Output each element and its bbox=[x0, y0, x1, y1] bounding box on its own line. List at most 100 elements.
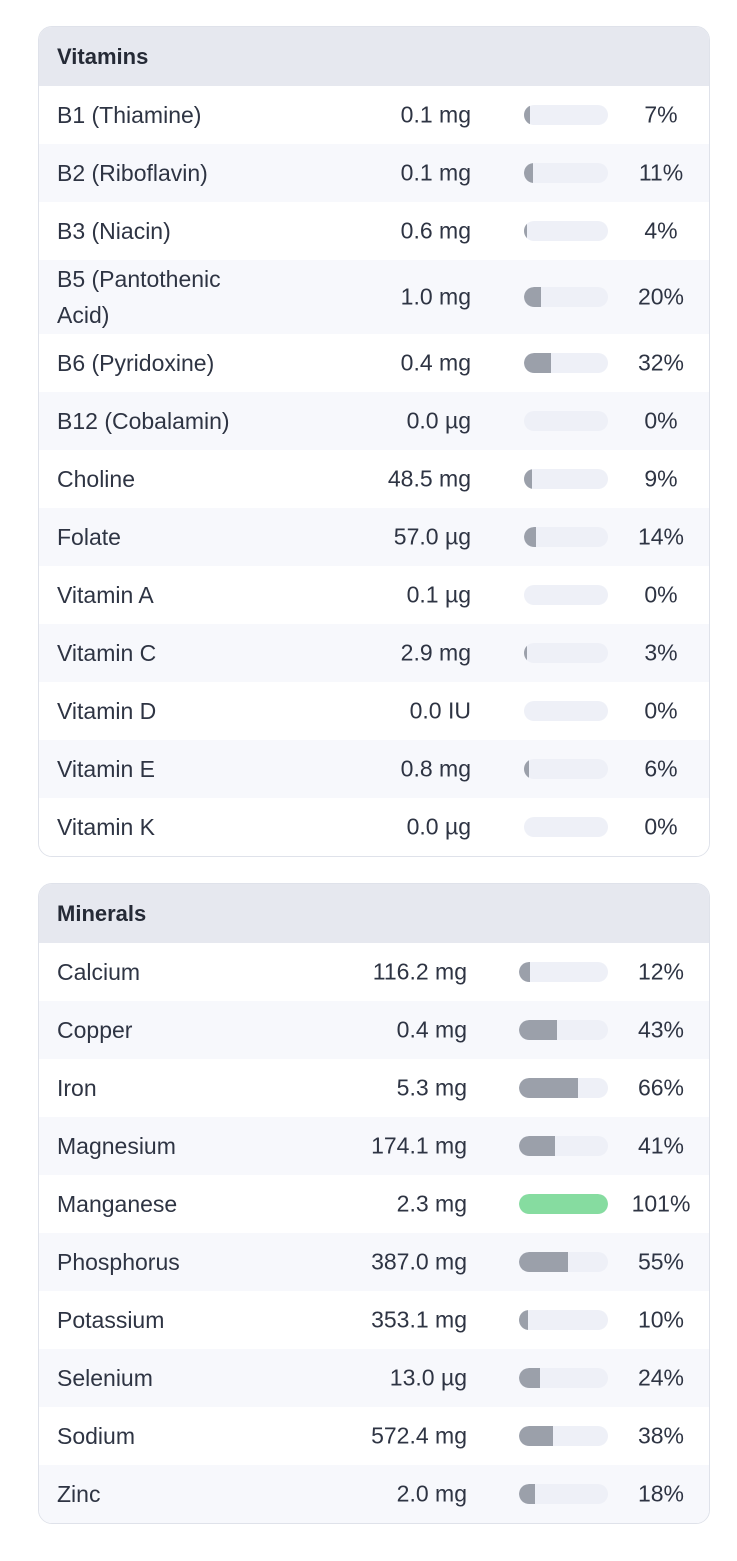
daily-value-percent: 7% bbox=[644, 101, 678, 128]
nutrient-row: Potassium 353.1 mg 10% bbox=[39, 1291, 709, 1349]
vitamins-card: Vitamins B1 (Thiamine) 0.1 mg 7% B2 (Ribofl… bbox=[38, 26, 710, 857]
progress-bar-fill bbox=[519, 962, 530, 982]
progress-bar bbox=[519, 962, 608, 982]
progress-bar bbox=[519, 1484, 608, 1504]
progress-bar bbox=[524, 527, 608, 547]
nutrient-row: B5 (Pantothenic Acid) 1.0 mg 20% bbox=[39, 260, 709, 334]
nutrient-amount: 13.0 µg bbox=[389, 1364, 467, 1391]
nutrient-amount: 57.0 µg bbox=[393, 523, 471, 550]
nutrient-name: B6 (Pyridoxine) bbox=[57, 350, 215, 376]
nutrient-row: Zinc 2.0 mg 18% bbox=[39, 1465, 709, 1523]
progress-bar bbox=[524, 759, 608, 779]
nutrient-amount: 0.1 µg bbox=[406, 581, 471, 608]
nutrient-name: Potassium bbox=[57, 1307, 165, 1333]
nutrient-row: Vitamin A 0.1 µg 0% bbox=[39, 566, 709, 624]
progress-bar bbox=[519, 1368, 608, 1388]
nutrient-row: Magnesium 174.1 mg 41% bbox=[39, 1117, 709, 1175]
progress-bar bbox=[524, 701, 608, 721]
nutrient-row: Copper 0.4 mg 43% bbox=[39, 1001, 709, 1059]
nutrient-amount: 353.1 mg bbox=[371, 1306, 467, 1333]
nutrient-name: Vitamin D bbox=[57, 698, 157, 724]
progress-bar bbox=[519, 1426, 608, 1446]
daily-value-percent: 38% bbox=[637, 1422, 685, 1449]
nutrient-row: Manganese 2.3 mg 101% bbox=[39, 1175, 709, 1233]
nutrient-row: Choline 48.5 mg 9% bbox=[39, 450, 709, 508]
daily-value-percent: 20% bbox=[637, 283, 685, 310]
nutrient-row: B2 (Riboflavin) 0.1 mg 11% bbox=[39, 144, 709, 202]
progress-bar-fill bbox=[519, 1136, 556, 1156]
nutrient-name: B5 (Pantothenic Acid) bbox=[57, 266, 221, 328]
nutrient-name: Folate bbox=[57, 524, 121, 550]
nutrient-name: Copper bbox=[57, 1017, 133, 1043]
progress-bar bbox=[519, 1078, 608, 1098]
progress-bar bbox=[519, 1310, 608, 1330]
nutrient-name: B2 (Riboflavin) bbox=[57, 160, 208, 186]
nutrient-name: Iron bbox=[57, 1075, 97, 1101]
daily-value-percent: 4% bbox=[644, 217, 678, 244]
nutrient-amount: 0.4 mg bbox=[400, 349, 471, 376]
nutrient-amount: 2.3 mg bbox=[396, 1190, 467, 1217]
nutrient-name: Vitamin C bbox=[57, 640, 157, 666]
nutrient-name: Phosphorus bbox=[57, 1249, 180, 1275]
nutrient-amount: 0.1 mg bbox=[400, 159, 471, 186]
vitamins-header: Vitamins bbox=[39, 27, 709, 86]
nutrient-row: B12 (Cobalamin) 0.0 µg 0% bbox=[39, 392, 709, 450]
daily-value-percent: 3% bbox=[644, 639, 678, 666]
progress-bar-fill bbox=[519, 1368, 541, 1388]
nutrient-name: Manganese bbox=[57, 1191, 178, 1217]
progress-bar bbox=[524, 411, 608, 431]
nutrient-row: B6 (Pyridoxine) 0.4 mg 32% bbox=[39, 334, 709, 392]
progress-bar bbox=[524, 221, 608, 241]
nutrient-amount: 0.0 IU bbox=[409, 697, 471, 724]
nutrient-amount: 2.0 mg bbox=[396, 1480, 467, 1507]
progress-bar bbox=[524, 643, 608, 663]
progress-bar bbox=[524, 287, 608, 307]
progress-bar bbox=[519, 1136, 608, 1156]
progress-bar bbox=[524, 163, 608, 183]
daily-value-percent: 66% bbox=[637, 1074, 685, 1101]
progress-bar bbox=[524, 817, 608, 837]
daily-value-percent: 32% bbox=[637, 349, 685, 376]
daily-value-percent: 10% bbox=[637, 1306, 685, 1333]
nutrient-row: Calcium 116.2 mg 12% bbox=[39, 943, 709, 1001]
progress-bar-fill bbox=[519, 1426, 553, 1446]
nutrient-amount: 1.0 mg bbox=[400, 283, 471, 310]
daily-value-percent: 101% bbox=[631, 1190, 691, 1217]
daily-value-percent: 43% bbox=[637, 1016, 685, 1043]
daily-value-percent: 14% bbox=[637, 523, 685, 550]
daily-value-percent: 11% bbox=[638, 159, 684, 186]
progress-bar-fill bbox=[519, 1020, 558, 1040]
progress-bar-fill bbox=[519, 1310, 528, 1330]
nutrient-name: B3 (Niacin) bbox=[57, 218, 171, 244]
daily-value-percent: 0% bbox=[644, 407, 678, 434]
progress-bar bbox=[519, 1020, 608, 1040]
nutrient-row: Vitamin K 0.0 µg 0% bbox=[39, 798, 709, 856]
progress-bar bbox=[519, 1194, 608, 1214]
nutrient-row: Vitamin C 2.9 mg 3% bbox=[39, 624, 709, 682]
daily-value-percent: 0% bbox=[644, 581, 678, 608]
nutrient-row: Sodium 572.4 mg 38% bbox=[39, 1407, 709, 1465]
nutrient-row: Vitamin E 0.8 mg 6% bbox=[39, 740, 709, 798]
nutrient-name: Magnesium bbox=[57, 1133, 176, 1159]
nutrient-name: B12 (Cobalamin) bbox=[57, 408, 230, 434]
nutrient-name: Calcium bbox=[57, 959, 141, 985]
nutrient-amount: 0.6 mg bbox=[400, 217, 471, 244]
progress-bar bbox=[524, 353, 608, 373]
minerals-card: Minerals Calcium 116.2 mg 12% Copper 0.4 mg 4… bbox=[38, 883, 710, 1524]
daily-value-percent: 0% bbox=[644, 813, 678, 840]
minerals-list: Calcium 116.2 mg 12% Copper 0.4 mg 43% Iron 5.3… bbox=[39, 943, 709, 1523]
progress-bar-fill bbox=[519, 1194, 608, 1214]
progress-bar-fill bbox=[524, 105, 530, 125]
nutrient-amount: 0.1 mg bbox=[400, 101, 471, 128]
progress-bar-fill bbox=[524, 163, 534, 183]
nutrient-row: Iron 5.3 mg 66% bbox=[39, 1059, 709, 1117]
daily-value-percent: 9% bbox=[644, 465, 678, 492]
nutrient-row: Phosphorus 387.0 mg 55% bbox=[39, 1233, 709, 1291]
daily-value-percent: 18% bbox=[637, 1480, 685, 1507]
nutrient-name: Choline bbox=[57, 466, 135, 492]
progress-bar bbox=[519, 1252, 608, 1272]
progress-bar bbox=[524, 105, 608, 125]
daily-value-percent: 6% bbox=[644, 755, 678, 782]
daily-value-percent: 12% bbox=[637, 958, 685, 985]
nutrient-name: Vitamin A bbox=[57, 582, 154, 608]
